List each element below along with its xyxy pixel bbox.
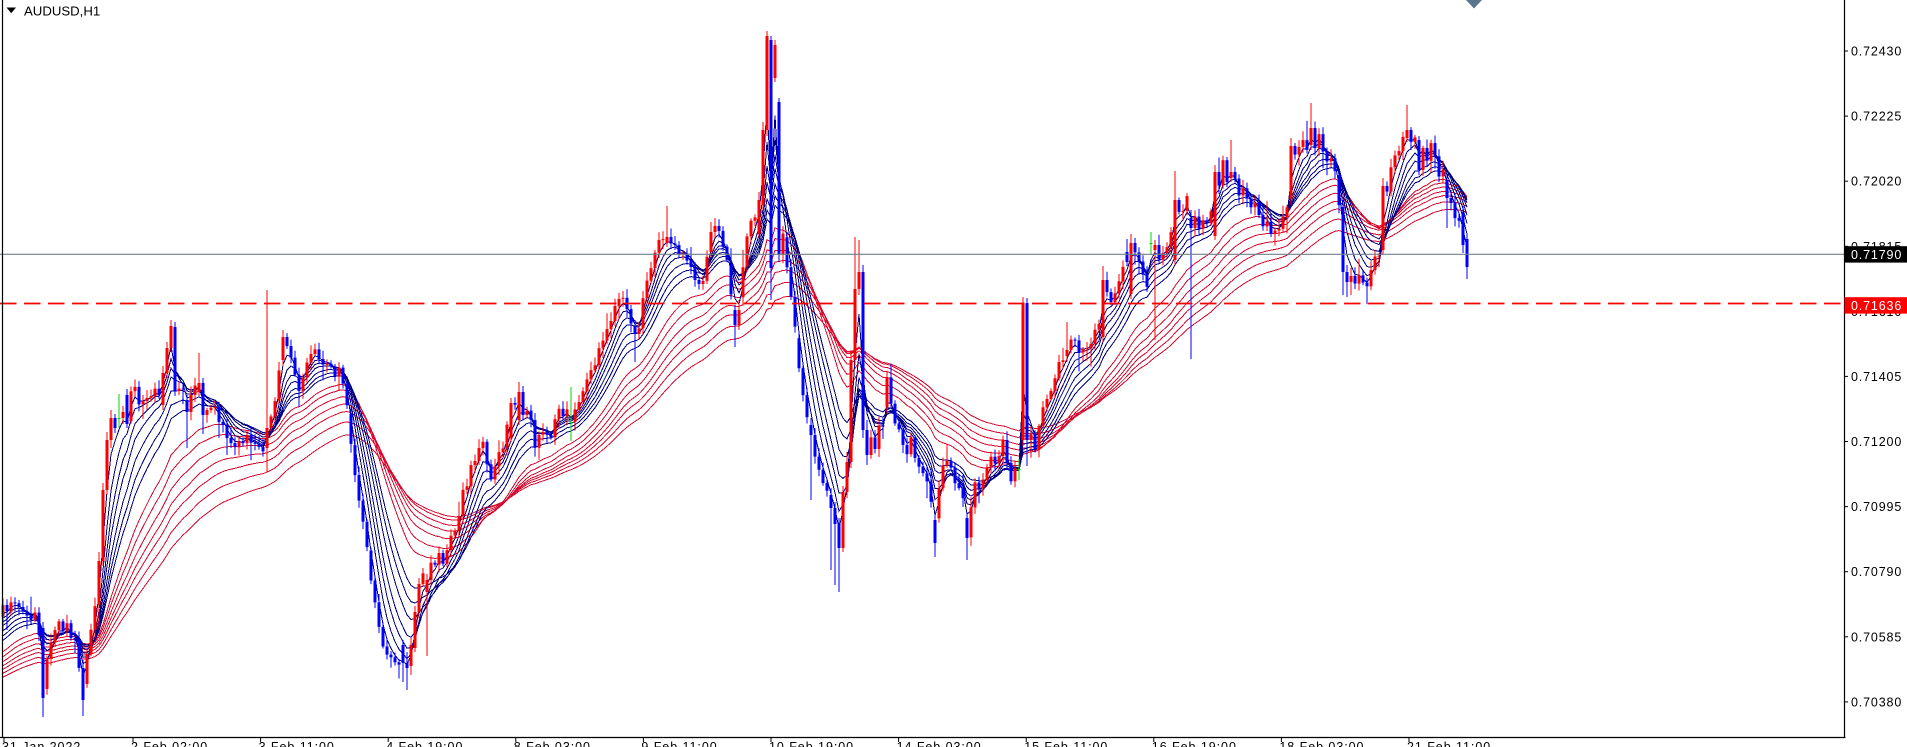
svg-text:0.70995: 0.70995 <box>1851 500 1902 514</box>
svg-text:16 Feb 19:00: 16 Feb 19:00 <box>1152 740 1237 747</box>
svg-text:15 Feb 11:00: 15 Feb 11:00 <box>1024 740 1108 747</box>
svg-text:10 Feb 19:00: 10 Feb 19:00 <box>769 740 854 747</box>
svg-text:21 Feb 11:00: 21 Feb 11:00 <box>1407 740 1491 747</box>
svg-text:8 Feb 03:00: 8 Feb 03:00 <box>514 740 591 747</box>
svg-text:0.71790: 0.71790 <box>1851 248 1902 262</box>
svg-text:0.71200: 0.71200 <box>1851 435 1902 449</box>
svg-text:0.72225: 0.72225 <box>1851 110 1902 124</box>
svg-text:31 Jan 2022: 31 Jan 2022 <box>2 740 81 747</box>
svg-text:0.70585: 0.70585 <box>1851 630 1902 644</box>
svg-text:0.72430: 0.72430 <box>1851 45 1902 59</box>
svg-text:4 Feb 19:00: 4 Feb 19:00 <box>386 740 463 747</box>
svg-text:14 Feb 03:00: 14 Feb 03:00 <box>897 740 982 747</box>
svg-text:9 Feb 11:00: 9 Feb 11:00 <box>641 740 717 747</box>
svg-text:0.70790: 0.70790 <box>1851 565 1902 579</box>
svg-text:0.70380: 0.70380 <box>1851 695 1902 709</box>
svg-text:3 Feb 11:00: 3 Feb 11:00 <box>259 740 335 747</box>
svg-text:18 Feb 03:00: 18 Feb 03:00 <box>1279 740 1364 747</box>
svg-text:0.71636: 0.71636 <box>1851 299 1902 313</box>
svg-text:0.72020: 0.72020 <box>1851 175 1902 189</box>
svg-text:0.71405: 0.71405 <box>1851 370 1902 384</box>
svg-text:2 Feb 02:00: 2 Feb 02:00 <box>131 740 208 747</box>
svg-text:AUDUSD,H1: AUDUSD,H1 <box>24 4 100 19</box>
